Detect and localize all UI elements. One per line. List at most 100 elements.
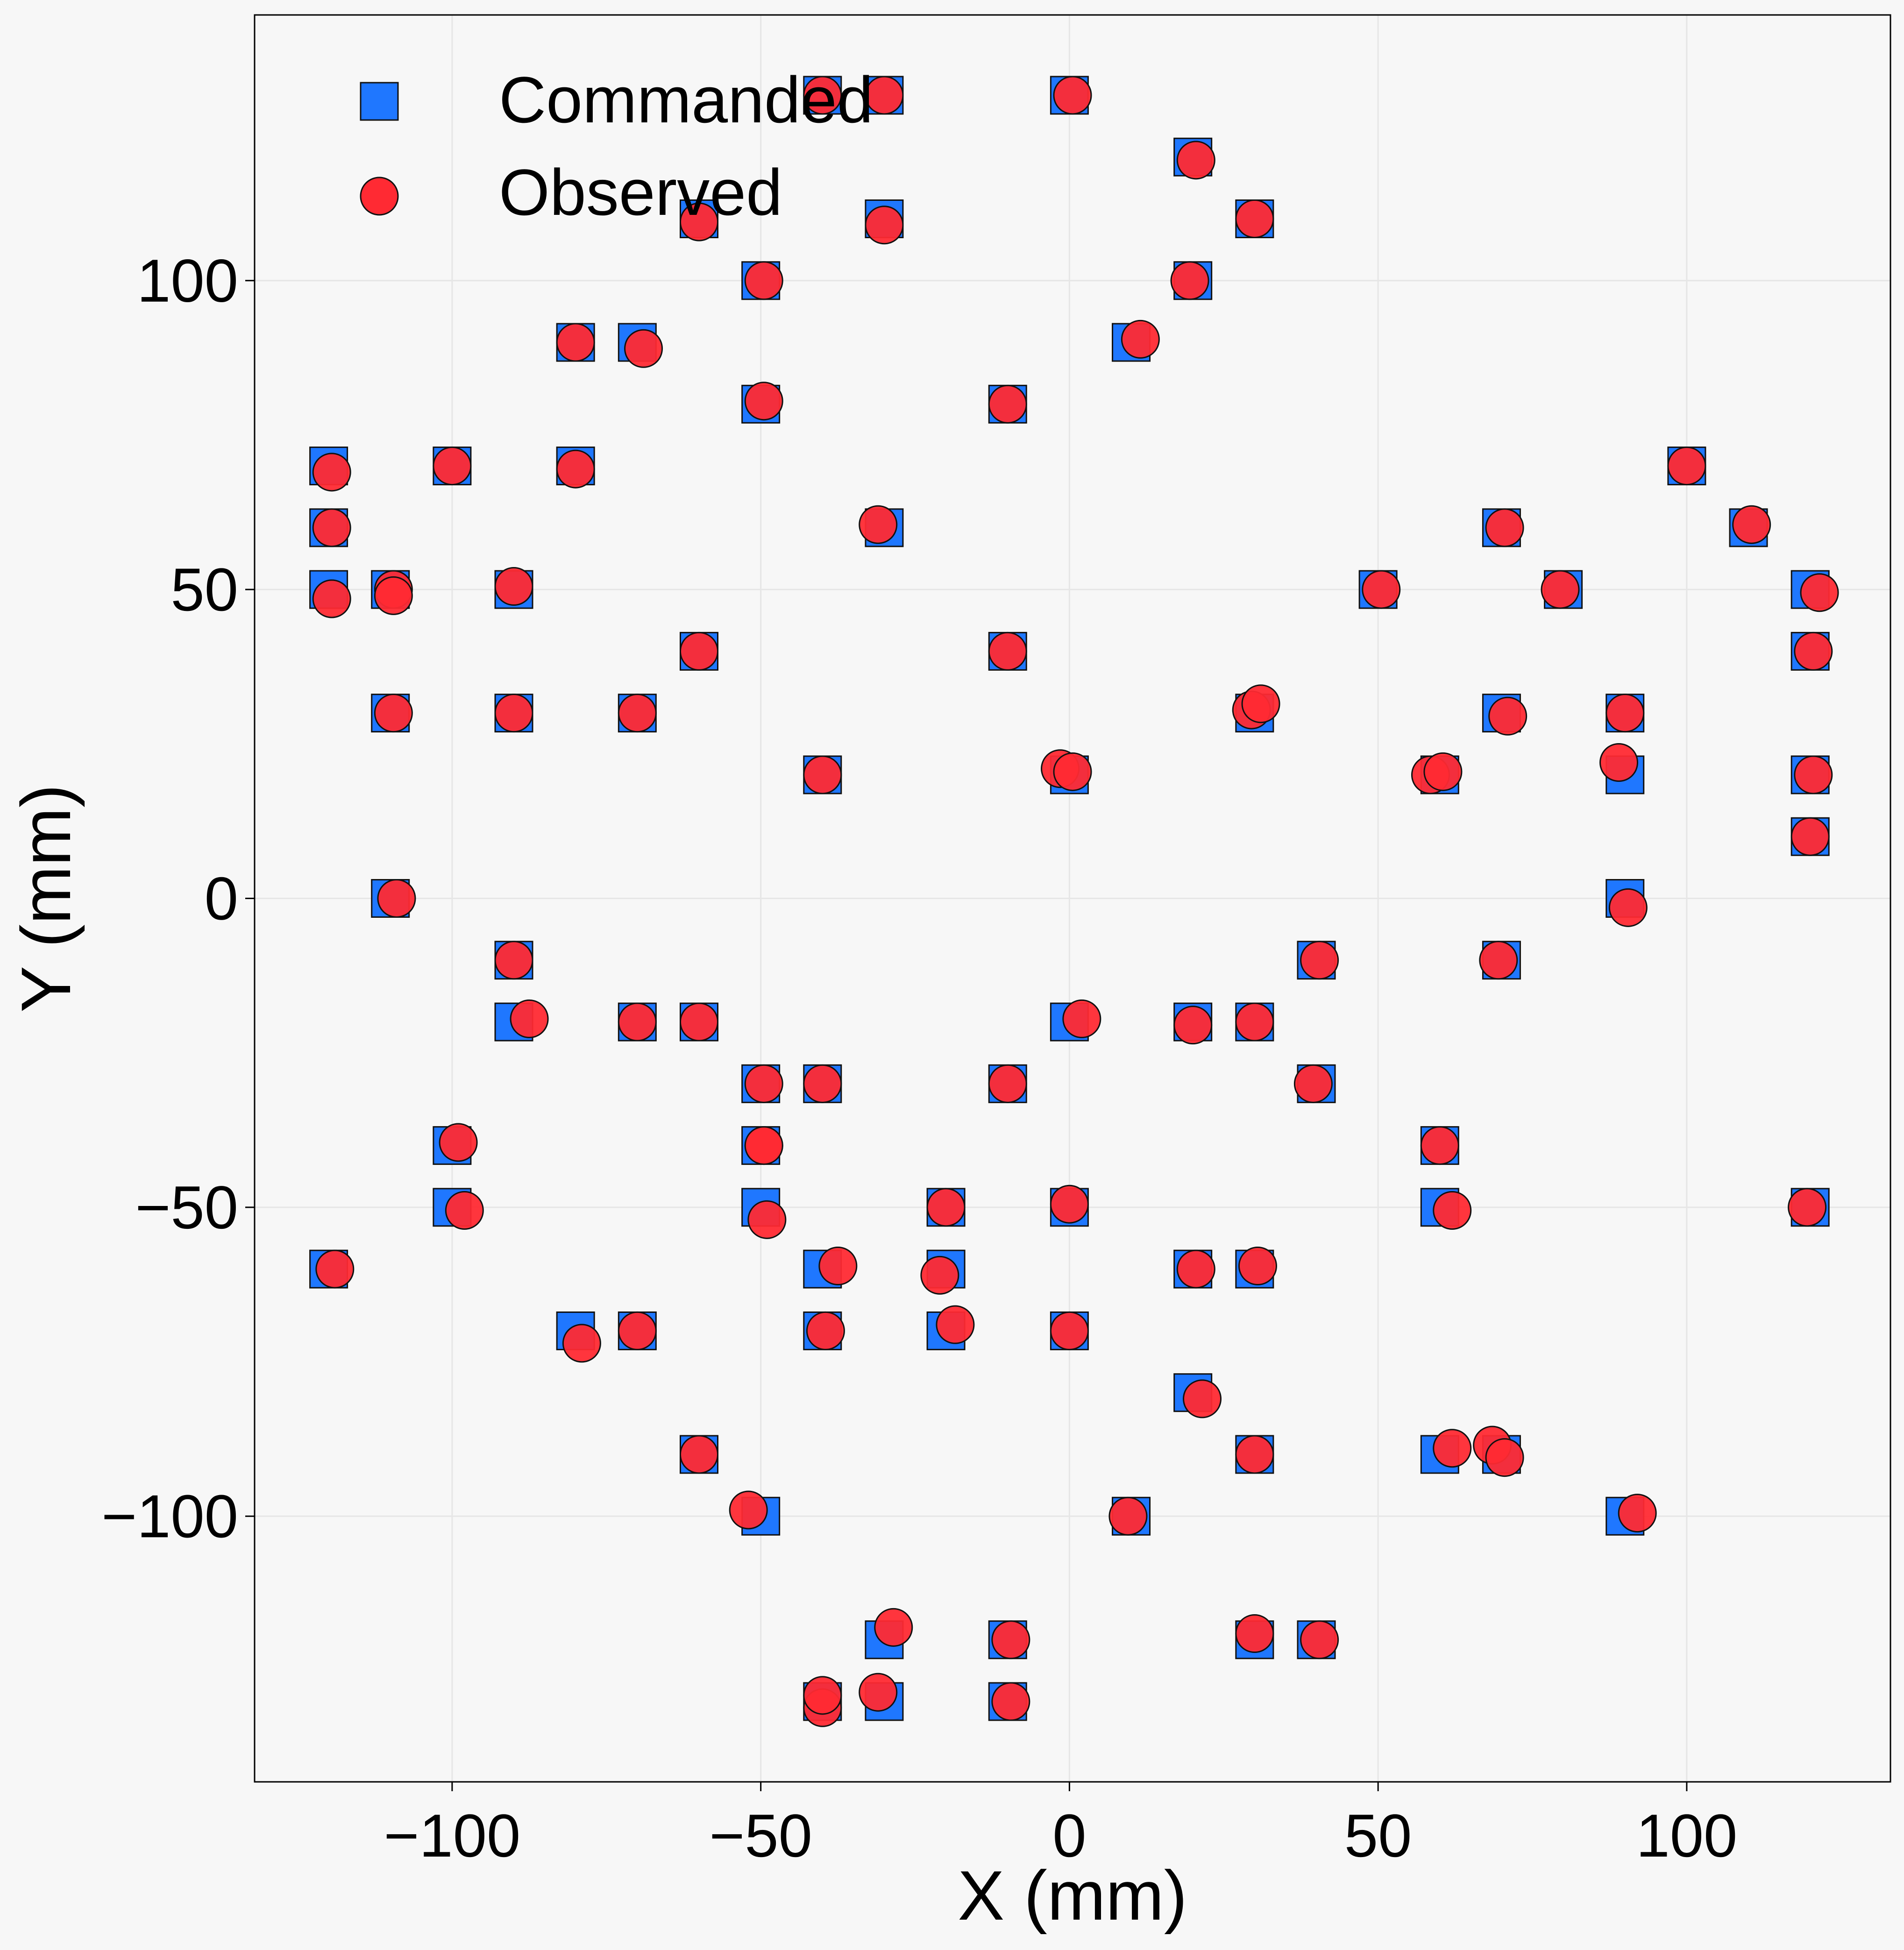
observed-point [1062,999,1101,1038]
observed-point [1053,752,1092,791]
data-points [309,76,1839,1727]
observed-point [618,1311,657,1350]
observed-point [936,1305,975,1344]
observed-point [1050,1184,1089,1224]
observed-point [1608,888,1648,927]
observed-point [556,323,595,362]
observed-point [803,1064,842,1103]
observed-point [1235,1614,1274,1653]
y-tick-label: −100 [101,1482,238,1550]
observed-point [312,508,351,547]
observed-point [920,1255,959,1295]
y-tick-label: 100 [137,247,238,315]
observed-point [1423,752,1463,791]
y-tick-label: 0 [205,865,238,933]
y-tick-label: 50 [171,555,238,624]
observed-point [859,505,898,544]
observed-point [312,579,351,618]
observed-point [1790,817,1830,856]
observed-point [1485,508,1524,547]
observed-point [315,1249,355,1289]
observed-point [1121,319,1160,359]
observed-point [1541,570,1580,609]
observed-point [744,382,783,421]
observed-point [744,1064,783,1103]
observed-point [312,453,351,492]
observed-point [679,202,718,241]
observed-point [1176,1249,1215,1289]
observed-point [1618,1494,1657,1533]
observed-point [806,1311,845,1350]
observed-point [1488,696,1527,736]
legend: Commanded Observed [360,63,874,229]
observed-point [1420,1126,1459,1165]
observed-point [556,449,595,489]
observed-point [865,206,904,245]
observed-point [374,694,413,733]
observed-point [729,1490,768,1530]
observed-point [1667,447,1706,486]
observed-point [1794,631,1833,671]
observed-point [744,261,783,300]
observed-point [859,1673,898,1712]
x-tick-label: 100 [1636,1801,1737,1870]
observed-point [433,447,472,486]
observed-point [988,1064,1027,1103]
observed-point [439,1123,478,1162]
grid [255,15,1890,1782]
observed-point [744,1126,783,1165]
observed-point [1173,1006,1213,1045]
observed-point [1800,573,1839,612]
observed-point [1235,1435,1274,1474]
x-tick-label: −50 [709,1801,812,1870]
observed-point [1170,261,1209,300]
observed-point [1108,1496,1148,1536]
observed-point [1176,141,1215,180]
observed-point [803,76,842,115]
observed-point [377,879,416,918]
observed-point [679,631,718,671]
observed-point [1238,1247,1277,1286]
legend-label-observed: Observed [499,156,782,229]
observed-point [494,567,533,606]
observed-point [1362,570,1401,609]
x-axis-label: X (mm) [958,1856,1187,1935]
observed-point [1235,199,1274,238]
observed-point [988,631,1027,671]
y-axis-label: Y (mm) [7,784,85,1013]
observed-point [494,694,533,733]
observed-point [988,384,1027,424]
y-tick-label: −50 [135,1173,238,1241]
observed-point [818,1247,858,1286]
observed-point [803,755,842,794]
x-tick-label: −100 [384,1801,520,1870]
x-tick-label: 0 [1052,1801,1086,1870]
observed-point [1732,505,1771,544]
observed-point [1053,76,1092,115]
observed-point [1479,941,1518,980]
observed-point [1599,743,1639,782]
observed-point [618,1002,657,1042]
observed-point [679,1002,718,1042]
observed-point [374,576,413,615]
observed-point [1050,1311,1089,1350]
observed-point [510,999,549,1038]
observed-point [991,1682,1030,1721]
observed-point [1241,684,1280,723]
axis-ticks: −100 −50 0 50 100 −100 −50 0 50 100 [101,247,1737,1870]
observed-point [562,1324,601,1363]
observed-point [624,329,663,368]
observed-point [926,1188,966,1227]
observed-point [679,1435,718,1474]
observed-point [618,694,657,733]
observed-point [1300,1620,1339,1659]
observed-point [1794,755,1833,794]
observed-point [1788,1188,1827,1227]
observed-point [1183,1379,1222,1418]
observed-point [1606,694,1645,733]
observed-point [865,76,904,115]
observed-point [1433,1191,1472,1230]
observed-point [445,1191,484,1230]
